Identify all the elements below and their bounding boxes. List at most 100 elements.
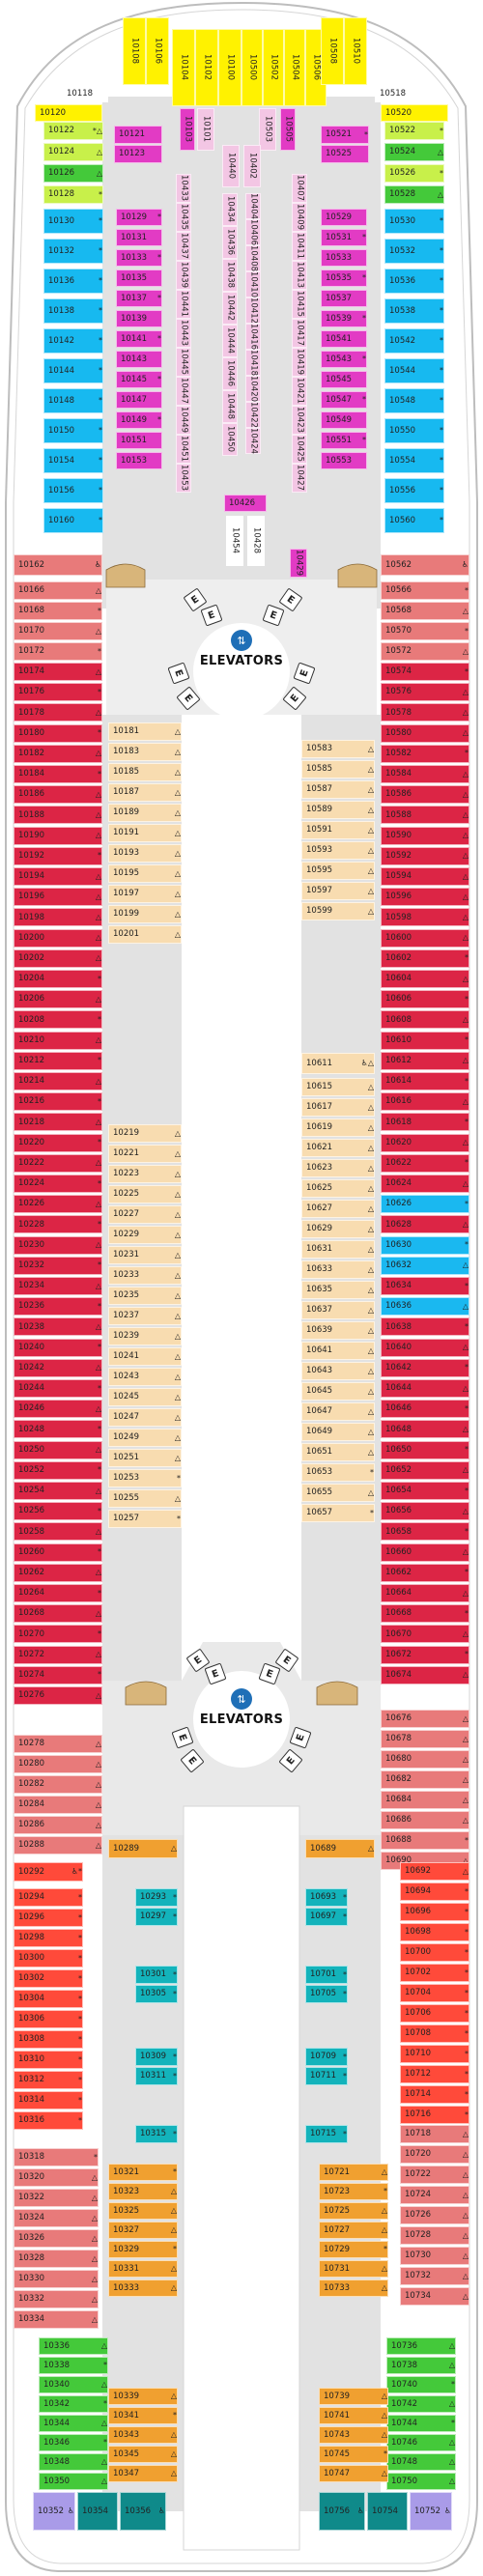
cabin-10240[interactable]: 10240 * bbox=[14, 1338, 102, 1357]
cabin-10670[interactable]: 10670 △ bbox=[381, 1625, 469, 1644]
cabin-10323[interactable]: 10323 △ bbox=[108, 2183, 178, 2200]
cabin-10429[interactable]: 10429 bbox=[290, 549, 307, 578]
cabin-10216[interactable]: 10216 * bbox=[14, 1092, 102, 1112]
cabin-10572[interactable]: 10572 △ bbox=[381, 642, 469, 661]
cabin-10449[interactable]: 10449 bbox=[176, 406, 191, 435]
cabin-10260[interactable]: 10260 * bbox=[14, 1543, 102, 1562]
cabin-10235[interactable]: 10235 △ bbox=[108, 1287, 182, 1305]
cabin-10587[interactable]: 10587 △ bbox=[301, 780, 375, 799]
cabin-10321[interactable]: 10321 * bbox=[108, 2164, 178, 2181]
cabin-10347[interactable]: 10347 △ bbox=[108, 2465, 178, 2482]
cabin-10315[interactable]: 10315 * bbox=[135, 2125, 178, 2143]
cabin-10141[interactable]: 10141 * bbox=[116, 330, 162, 348]
cabin-10588[interactable]: 10588 △ bbox=[381, 806, 469, 825]
cabin-10322[interactable]: 10322 △ bbox=[14, 2189, 99, 2207]
cabin-10739[interactable]: 10739 △ bbox=[319, 2388, 388, 2405]
cabin-10693[interactable]: 10693 * bbox=[305, 1888, 348, 1907]
cabin-10750[interactable]: 10750 △ bbox=[386, 2473, 456, 2490]
cabin-10537[interactable]: 10537 bbox=[321, 290, 367, 307]
cabin-10341[interactable]: 10341 * bbox=[108, 2407, 178, 2424]
cabin-10354[interactable]: 10354 bbox=[77, 2492, 118, 2531]
cabin-10718[interactable]: 10718 △ bbox=[400, 2125, 469, 2143]
cabin-10504[interactable]: 10504 bbox=[284, 29, 305, 106]
cabin-10447[interactable]: 10447 bbox=[176, 377, 191, 406]
cabin-10192[interactable]: 10192 * bbox=[14, 846, 102, 865]
cabin-10208[interactable]: 10208 * bbox=[14, 1010, 102, 1030]
cabin-10696[interactable]: 10696 * bbox=[400, 1903, 469, 1921]
cabin-10674[interactable]: 10674 △ bbox=[381, 1665, 469, 1684]
cabin-10333[interactable]: 10333 △ bbox=[108, 2279, 178, 2297]
cabin-10657[interactable]: 10657 * bbox=[301, 1504, 375, 1522]
cabin-10225[interactable]: 10225 △ bbox=[108, 1185, 182, 1203]
cabin-10529[interactable]: 10529 bbox=[321, 209, 367, 226]
cabin-10444[interactable]: 10444 bbox=[222, 325, 238, 357]
cabin-10309[interactable]: 10309 * bbox=[135, 2048, 178, 2066]
cabin-10254[interactable]: 10254 △ bbox=[14, 1482, 102, 1500]
cabin-10327[interactable]: 10327 △ bbox=[108, 2222, 178, 2239]
cabin-10541[interactable]: 10541 bbox=[321, 330, 367, 348]
cabin-10566[interactable]: 10566 * bbox=[381, 581, 469, 600]
cabin-10441[interactable]: 10441 bbox=[176, 290, 191, 319]
cabin-10298[interactable]: 10298 * bbox=[14, 1929, 83, 1947]
cabin-10680[interactable]: 10680 △ bbox=[381, 1750, 469, 1769]
cabin-10543[interactable]: 10543 * bbox=[321, 351, 367, 368]
cabin-10700[interactable]: 10700 * bbox=[400, 1943, 469, 1962]
cabin-10256[interactable]: 10256 * bbox=[14, 1502, 102, 1521]
cabin-10526[interactable]: 10526 * bbox=[384, 164, 444, 183]
cabin-10406[interactable]: 10406 bbox=[245, 219, 261, 245]
cabin-10637[interactable]: 10637 △ bbox=[301, 1301, 375, 1319]
cabin-10626[interactable]: 10626 * bbox=[381, 1195, 469, 1214]
cabin-10330[interactable]: 10330 △ bbox=[14, 2270, 99, 2288]
cabin-10249[interactable]: 10249 △ bbox=[108, 1429, 182, 1447]
cabin-10227[interactable]: 10227 △ bbox=[108, 1205, 182, 1224]
cabin-10324[interactable]: 10324 △ bbox=[14, 2209, 99, 2227]
cabin-10684[interactable]: 10684 △ bbox=[381, 1791, 469, 1809]
cabin-10686[interactable]: 10686 △ bbox=[381, 1811, 469, 1829]
cabin-10312[interactable]: 10312 * bbox=[14, 2071, 83, 2089]
cabin-10302[interactable]: 10302 * bbox=[14, 1969, 83, 1988]
cabin-10344[interactable]: 10344 △ bbox=[39, 2415, 108, 2432]
cabin-10153[interactable]: 10153 bbox=[116, 452, 162, 469]
cabin-10531[interactable]: 10531 * bbox=[321, 229, 367, 246]
cabin-10413[interactable]: 10413 bbox=[292, 261, 307, 290]
cabin-10282[interactable]: 10282 △ bbox=[14, 1775, 102, 1794]
cabin-10653[interactable]: 10653 * bbox=[301, 1463, 375, 1482]
cabin-10582[interactable]: 10582 * bbox=[381, 744, 469, 763]
cabin-10530[interactable]: 10530 * bbox=[384, 209, 444, 234]
cabin-10729[interactable]: 10729 * bbox=[319, 2241, 388, 2258]
cabin-10238[interactable]: 10238 △ bbox=[14, 1317, 102, 1337]
cabin-10676[interactable]: 10676 △ bbox=[381, 1710, 469, 1728]
cabin-10316[interactable]: 10316 * bbox=[14, 2111, 83, 2130]
cabin-10568[interactable]: 10568 △ bbox=[381, 602, 469, 620]
cabin-10187[interactable]: 10187 △ bbox=[108, 783, 182, 802]
cabin-10145[interactable]: 10145 * bbox=[116, 371, 162, 388]
cabin-10308[interactable]: 10308 * bbox=[14, 2030, 83, 2049]
cabin-10184[interactable]: 10184 * bbox=[14, 765, 102, 783]
cabin-10736[interactable]: 10736 △ bbox=[386, 2337, 456, 2355]
cabin-10678[interactable]: 10678 △ bbox=[381, 1730, 469, 1748]
cabin-10560[interactable]: 10560 * bbox=[384, 508, 444, 533]
cabin-10688[interactable]: 10688 * bbox=[381, 1831, 469, 1850]
cabin-10176[interactable]: 10176 * bbox=[14, 683, 102, 702]
cabin-10709[interactable]: 10709 * bbox=[305, 2048, 348, 2066]
cabin-10520[interactable]: 10520 bbox=[381, 104, 448, 122]
cabin-10453[interactable]: 10453 bbox=[176, 464, 191, 493]
cabin-10300[interactable]: 10300 * bbox=[14, 1949, 83, 1967]
cabin-10428[interactable]: 10428 bbox=[247, 516, 265, 566]
cabin-10544[interactable]: 10544 * bbox=[384, 358, 444, 383]
cabin-10440[interactable]: 10440 bbox=[222, 145, 240, 187]
cabin-10716[interactable]: 10716 * bbox=[400, 2106, 469, 2124]
cabin-10407[interactable]: 10407 bbox=[292, 174, 307, 203]
cabin-10586[interactable]: 10586 △ bbox=[381, 785, 469, 805]
cabin-10293[interactable]: 10293 * bbox=[135, 1888, 178, 1907]
cabin-10214[interactable]: 10214 △ bbox=[14, 1072, 102, 1090]
cabin-10732[interactable]: 10732 △ bbox=[400, 2267, 469, 2285]
cabin-10502[interactable]: 10502 bbox=[263, 29, 284, 106]
cabin-10356[interactable]: 10356 ♿ bbox=[120, 2492, 166, 2531]
cabin-10660[interactable]: 10660 △ bbox=[381, 1543, 469, 1562]
cabin-10251[interactable]: 10251 △ bbox=[108, 1449, 182, 1467]
cabin-10100[interactable]: 10100 bbox=[218, 29, 242, 106]
cabin-10598[interactable]: 10598 △ bbox=[381, 908, 469, 927]
cabin-10708[interactable]: 10708 * bbox=[400, 2024, 469, 2043]
cabin-10692[interactable]: 10692 △ bbox=[400, 1862, 469, 1881]
